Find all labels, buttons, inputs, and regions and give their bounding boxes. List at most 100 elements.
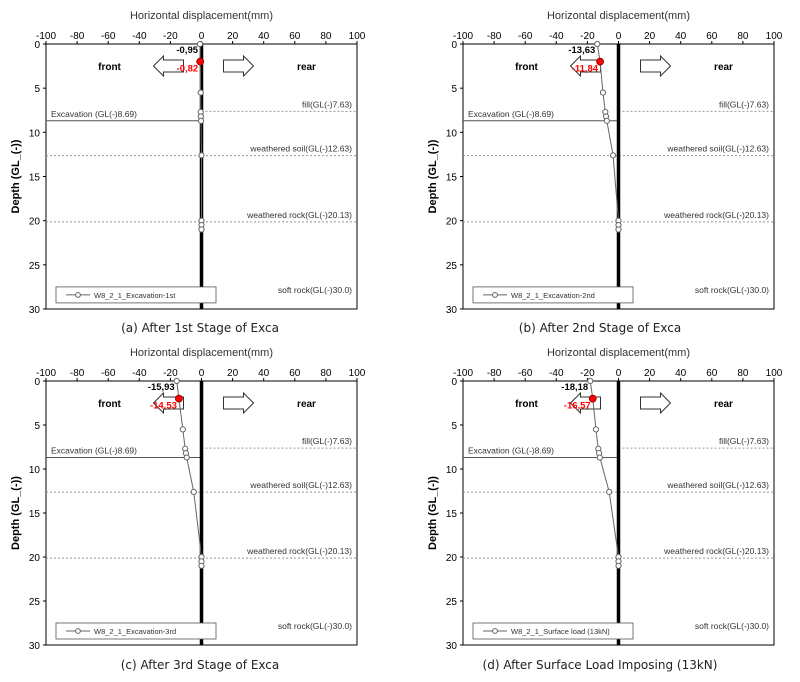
x-tick-label: -40 — [132, 368, 147, 379]
data-point — [599, 89, 607, 96]
layer-label: weathered rock(GL(-)20.13) — [663, 210, 769, 220]
y-tick-label: 10 — [446, 465, 458, 476]
x-tick-label: -60 — [101, 368, 116, 379]
x-tick-label: -40 — [549, 368, 564, 379]
data-point — [594, 40, 601, 48]
layer-label: weathered soil(GL(-)12.63) — [249, 144, 352, 154]
data-point — [615, 562, 622, 569]
rear-arrow — [640, 391, 672, 415]
x-tick-label: 40 — [258, 368, 270, 379]
x-tick-label: -100 — [36, 368, 56, 379]
chart-panel-3: -100 -80 -60 -40 -20 0 20 40 60 80 100 0 5 10 15 20 25 30… — [427, 347, 783, 652]
rear-label: rear — [297, 62, 316, 73]
front-label: front — [98, 62, 121, 73]
front-label: front — [98, 399, 121, 410]
layer-label: fill(GL(-)7.63) — [719, 99, 769, 109]
y-tick-label: 30 — [29, 305, 41, 316]
layer-label: weathered soil(GL(-)12.63) — [666, 480, 769, 490]
caption-c: (c) After 3rd Stage of Exca — [120, 658, 280, 672]
highlight-point — [596, 57, 604, 66]
y-tick-label: 20 — [29, 553, 41, 564]
x-axis-title: Horizontal displacement(mm) — [130, 10, 273, 22]
y-tick-label: 25 — [29, 597, 41, 608]
y-tick-label: 15 — [446, 173, 458, 184]
rear-arrow — [223, 54, 255, 78]
layer-label: soft rock(GL(-)30.0) — [278, 621, 352, 631]
layer-label: Excavation (GL(-)8.69) — [468, 109, 554, 119]
y-tick-label: 25 — [446, 261, 458, 272]
y-tick-label: 5 — [34, 84, 40, 95]
x-tick-label: -20 — [163, 368, 178, 379]
x-axis-title: Horizontal displacement(mm) — [547, 10, 690, 22]
x-tick-label: -20 — [580, 31, 595, 42]
data-point — [197, 117, 205, 124]
data-point — [603, 117, 610, 124]
y-tick-label: 25 — [29, 261, 41, 272]
data-point — [179, 426, 186, 433]
legend-marker — [75, 628, 81, 634]
y-tick-label: 20 — [446, 553, 458, 564]
layer-label: fill(GL(-)7.63) — [302, 99, 352, 109]
rear-label: rear — [714, 62, 733, 73]
y-tick-label: 15 — [446, 509, 458, 520]
legend-label: W8_2_1_Excavation-3rd — [94, 627, 176, 636]
red-value-label: -16,57 — [564, 401, 591, 412]
layer-label: weathered soil(GL(-)12.63) — [249, 480, 352, 490]
y-tick-label: 30 — [446, 641, 458, 652]
x-tick-label: 80 — [737, 368, 749, 379]
chart-panel-1: -100 -80 -60 -40 -20 0 20 40 60 80 100 0 5 10 15 20 25 30… — [427, 10, 783, 316]
x-tick-label: 60 — [289, 368, 301, 379]
x-tick-label: 100 — [766, 368, 783, 379]
legend-label: W8_2_1_Excavation-1st — [94, 291, 176, 300]
y-tick-label: 15 — [29, 509, 41, 520]
y-tick-label: 0 — [34, 40, 40, 51]
caption-d: (d) After Surface Load Imposing (13kN) — [482, 658, 718, 672]
highlight-point — [588, 394, 597, 403]
x-tick-label: 80 — [320, 31, 332, 42]
front-label: front — [515, 62, 538, 73]
x-tick-label: 100 — [349, 368, 366, 379]
x-tick-label: -60 — [101, 31, 116, 42]
caption-b: (b) After 2nd Stage of Exca — [518, 321, 682, 335]
x-tick-label: 60 — [706, 31, 718, 42]
layer-label: Excavation (GL(-)8.69) — [51, 445, 137, 455]
data-point — [596, 454, 603, 461]
layer-label: fill(GL(-)7.63) — [719, 436, 769, 446]
red-value-label: -11,84 — [572, 64, 599, 75]
y-tick-label: 30 — [446, 305, 458, 316]
data-point — [198, 226, 205, 233]
data-point — [198, 152, 205, 159]
data-point — [615, 226, 622, 233]
x-tick-label: 0 — [616, 31, 622, 42]
layer-label: Excavation (GL(-)8.69) — [468, 445, 554, 455]
x-tick-label: 20 — [227, 31, 239, 42]
x-tick-label: -100 — [453, 31, 473, 42]
chart-panel-2: -100 -80 -60 -40 -20 0 20 40 60 80 100 0 5 10 15 20 25 30… — [10, 347, 366, 652]
legend-marker — [75, 292, 81, 298]
x-tick-label: -100 — [453, 368, 473, 379]
x-tick-label: 80 — [320, 368, 332, 379]
x-tick-label: -80 — [487, 368, 502, 379]
y-tick-label: 5 — [451, 421, 457, 432]
data-point — [587, 377, 594, 385]
caption-a: (a) After 1st Stage of Exca — [121, 321, 279, 335]
legend-label: W8_2_1_Surface load (13kN) — [511, 627, 610, 636]
chart-panel-0: -100 -80 -60 -40 -20 0 20 40 60 80 100 0 5 10 15 20 25 30… — [10, 10, 366, 316]
x-tick-label: -20 — [163, 31, 178, 42]
legend-marker — [492, 292, 498, 298]
x-tick-label: -40 — [549, 31, 564, 42]
y-tick-label: 0 — [451, 40, 457, 51]
y-axis-title: Depth (GL_(-)) — [10, 139, 22, 213]
y-axis-title: Depth (GL_(-)) — [427, 139, 439, 213]
x-tick-label: 20 — [644, 368, 656, 379]
rear-label: rear — [714, 399, 733, 410]
data-point — [606, 488, 613, 495]
x-tick-label: 100 — [349, 31, 366, 42]
red-value-label: -0,82 — [177, 64, 199, 75]
x-tick-label: 40 — [675, 31, 687, 42]
top-value-label: -15,93 — [148, 382, 175, 393]
y-axis-title: Depth (GL_(-)) — [10, 476, 22, 550]
x-tick-label: 60 — [289, 31, 301, 42]
x-tick-label: 20 — [227, 368, 239, 379]
y-tick-label: 10 — [446, 128, 458, 139]
